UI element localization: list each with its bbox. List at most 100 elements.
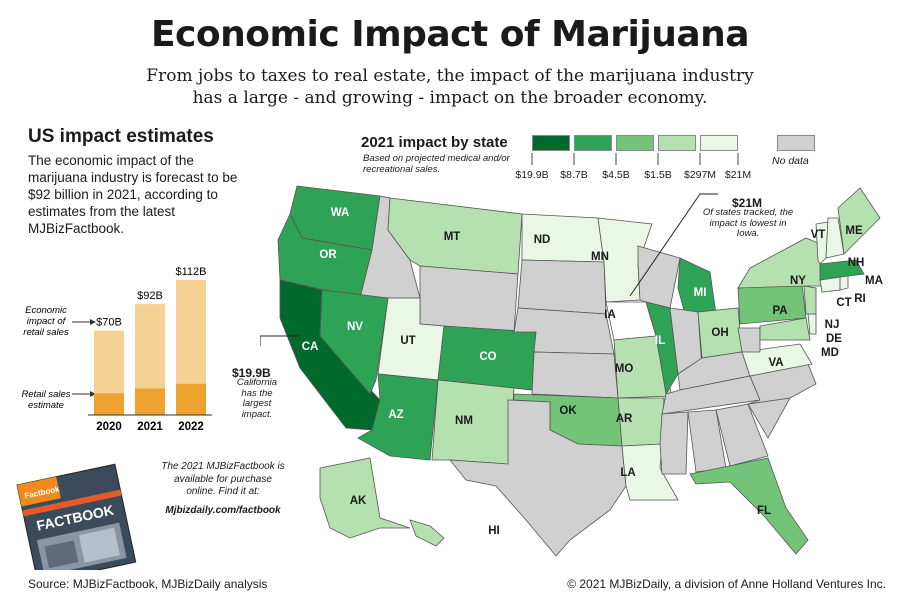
california-annotation-leader xyxy=(260,335,300,346)
state-fl xyxy=(689,457,809,555)
state-label-de: DE xyxy=(826,333,842,345)
state-ri xyxy=(839,275,849,291)
state-nj xyxy=(803,285,817,315)
state-label-or: OR xyxy=(319,249,337,261)
state-ma xyxy=(819,259,865,281)
factbook-link[interactable]: Mjbizdaily.com/factbook xyxy=(165,505,281,516)
us-impact-heading: US impact estimates xyxy=(28,126,214,147)
legend-swatch-8-7b xyxy=(574,135,612,151)
retail-sales-bar-2021 xyxy=(135,388,165,415)
state-label-mt: MT xyxy=(444,231,461,243)
subtitle-line-1: From jobs to taxes to real estate, the i… xyxy=(146,66,754,86)
category-label-2021: 2021 xyxy=(137,421,163,433)
state-label-nv: NV xyxy=(347,321,363,333)
source-note: Source: MJBizFactbook, MJBizDaily analys… xyxy=(28,577,268,591)
retail-sales-series-label: Retail sales estimate xyxy=(21,389,70,411)
state-label-va: VA xyxy=(768,357,783,369)
state-label-ca: CA xyxy=(302,341,319,353)
total-label-2021: $92B xyxy=(137,290,163,302)
legend-value-4-5b: $4.5B xyxy=(602,169,630,181)
state-de xyxy=(807,313,817,335)
state-label-wa: WA xyxy=(331,207,350,219)
state-label-ok: OK xyxy=(559,405,577,417)
state-wi xyxy=(637,245,681,309)
economic-impact-bar-2022 xyxy=(176,280,206,384)
state-label-nd: ND xyxy=(534,234,551,246)
legend-value-19-9b: $19.9B xyxy=(515,169,549,181)
state-nv xyxy=(319,289,389,395)
legend-swatch-19-9b xyxy=(532,135,570,151)
state-label-az: AZ xyxy=(388,409,403,421)
state-label-ny: NY xyxy=(790,275,806,287)
page-title: Economic Impact of Marijuana xyxy=(150,14,750,55)
retail-sales-leader-arrow xyxy=(90,391,96,397)
copyright-note: © 2021 MJBizDaily, a division of Anne Ho… xyxy=(567,577,886,591)
state-label-ma: MA xyxy=(865,275,883,287)
total-label-2022: $112B xyxy=(176,266,207,278)
state-label-me: ME xyxy=(845,225,863,237)
state-ms xyxy=(659,411,689,475)
state-md xyxy=(759,317,811,341)
us-state-map: WA OR CA NV AZ CO MI IL MA OK FL PA MT NM MO AR OH NY ME NJ… xyxy=(260,185,883,557)
state-label-ut: UT xyxy=(400,335,415,347)
state-label-mo: MO xyxy=(615,363,634,375)
legend-value-297m: $297M xyxy=(683,169,717,181)
economic-impact-bar-2020 xyxy=(94,330,124,394)
state-ny xyxy=(737,237,823,289)
state-ks xyxy=(531,351,619,399)
state-label-ia: IA xyxy=(604,309,616,321)
retail-sales-bar-2020 xyxy=(94,393,124,415)
state-ak xyxy=(319,457,411,539)
state-label-co: CO xyxy=(479,351,496,363)
state-wy xyxy=(419,265,519,333)
economic-impact-bar-2021 xyxy=(135,304,165,389)
legend-title: 2021 impact by state xyxy=(361,134,508,151)
state-wv xyxy=(737,327,761,353)
california-annotation-text: California has the largest impact. xyxy=(236,377,278,420)
legend-value-21m: $21M xyxy=(724,169,752,181)
state-label-nm: NM xyxy=(455,415,473,427)
subtitle-line-2: has a large - and growing - impact on th… xyxy=(192,88,708,108)
legend-swatch-4-5b xyxy=(616,135,654,151)
state-nm xyxy=(431,379,515,465)
state-label-mi: MI xyxy=(694,287,707,299)
state-label-nh: NH xyxy=(848,257,865,269)
state-label-hi: HI xyxy=(488,525,500,537)
state-label-mn: MN xyxy=(591,251,609,263)
state-hi xyxy=(409,519,445,547)
state-ga xyxy=(715,403,769,467)
economic-impact-leader-arrow xyxy=(90,319,96,325)
factbook-note: The 2021 MJBizFactbook is available for … xyxy=(161,461,285,497)
us-impact-description: The economic impact of the marijuana ind… xyxy=(28,153,238,236)
legend-swatch-no-data xyxy=(777,135,815,151)
retail-sales-bar-2022 xyxy=(176,383,206,415)
state-label-fl: FL xyxy=(757,505,771,517)
state-label-pa: PA xyxy=(772,305,787,317)
legend-swatch-1-5b xyxy=(658,135,696,151)
state-vt xyxy=(815,221,829,265)
iowa-annotation-text: Of states tracked, the impact is lowest … xyxy=(702,207,794,239)
state-label-vt: VT xyxy=(811,229,826,241)
legend-no-data-label: No data xyxy=(772,155,809,167)
state-il xyxy=(645,301,679,396)
category-label-2022: 2022 xyxy=(178,421,204,433)
state-label-ak: AK xyxy=(350,495,367,507)
state-label-oh: OH xyxy=(711,327,728,339)
legend-value-1-5b: $1.5B xyxy=(644,169,672,181)
state-label-ct: CT xyxy=(836,297,851,309)
state-tx xyxy=(449,399,627,557)
state-label-nj: NJ xyxy=(825,319,840,331)
state-label-la: LA xyxy=(620,467,635,479)
state-sd xyxy=(517,259,607,315)
us-impact-bar-chart: Economic impact of retail sales Retail sal… xyxy=(21,266,212,433)
state-me xyxy=(837,187,881,255)
legend-note: Based on projected medical and/or recrea… xyxy=(363,153,510,175)
legend-swatch-297m xyxy=(700,135,738,151)
economic-impact-series-label: Economic impact of retail sales xyxy=(23,305,69,338)
iowa-annotation-leader xyxy=(629,193,718,297)
category-label-2020: 2020 xyxy=(96,421,122,433)
state-label-md: MD xyxy=(821,347,839,359)
iowa-annotation-value: $21M xyxy=(732,196,763,210)
legend-value-8-7b: $8.7B xyxy=(560,169,588,181)
factbook-cover-image: Factbook FACTBOOK xyxy=(16,463,137,570)
